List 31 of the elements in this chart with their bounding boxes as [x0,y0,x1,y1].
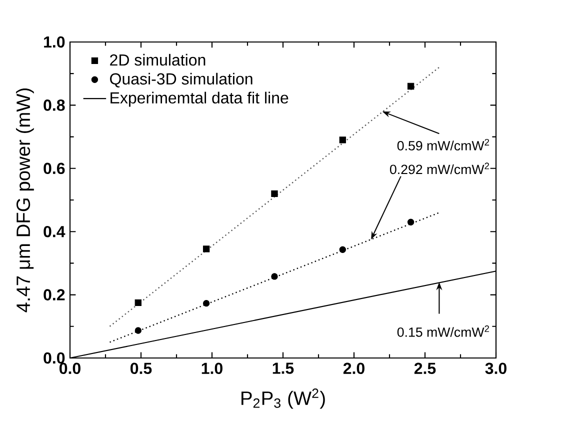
x-tick-label: 2.5 [414,362,436,374]
x-tick-label: 1.5 [272,362,294,374]
annotation: 0.15 mW/cmW$^{2}$ [397,325,490,337]
annotation: 0.292 mW/cmW$^{2}$ [390,162,490,174]
point [407,218,414,226]
point [339,246,346,253]
legend-label: Quasi-3D simulation [110,72,252,88]
y-tick-label: 0.0 [44,352,65,364]
point [339,136,346,144]
point [407,82,414,90]
annotation: 0.59 mW/cmW$^{2}$ [397,138,490,150]
x-axis-title: P$_{2}$P$_{3}$ (W$^{2}$) [242,388,325,409]
point [202,246,210,252]
x-tick-label: 1.0 [202,362,222,374]
y-tick-label: 0.2 [44,289,65,300]
y-tick-label: 0.6 [44,162,65,174]
point [134,299,142,306]
y-tick-label: 0.4 [44,226,66,238]
y-axis-title: 4.47 μm DFG power (mW) [16,88,34,312]
y-tick-label: 1.0 [44,36,65,48]
y-tick-label: 0.8 [44,100,65,111]
point [271,190,278,198]
x-tick-label: 3.0 [485,362,506,374]
x-tick-label: 2.0 [343,362,364,374]
legend-label: Experimemtal data fit line [110,92,288,107]
point [271,273,278,280]
legend-label: 2D simulation [110,54,206,66]
point [134,327,142,334]
x-tick-label: 0.0 [60,362,80,374]
x-tick-label: 0.5 [130,362,152,374]
point [202,300,210,307]
